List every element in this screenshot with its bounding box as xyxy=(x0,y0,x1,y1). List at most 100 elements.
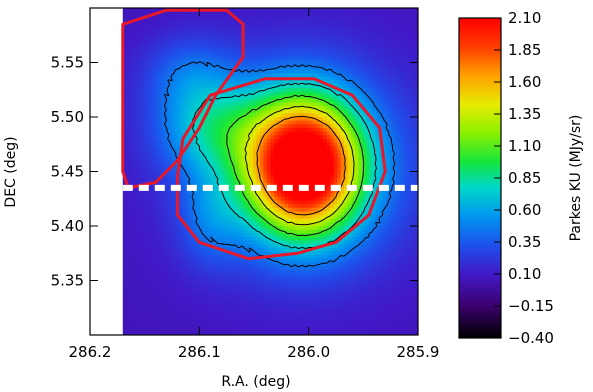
map-cell xyxy=(200,196,205,202)
map-cell xyxy=(337,55,342,60)
map-cell xyxy=(200,149,205,154)
map-cell xyxy=(368,66,373,71)
map-cell xyxy=(172,135,177,140)
map-cell xyxy=(316,127,321,133)
map-cell xyxy=(344,207,349,213)
map-cell xyxy=(410,124,416,129)
map-cell xyxy=(143,127,148,133)
map-cell xyxy=(133,37,138,42)
map-cell xyxy=(252,26,257,31)
map-cell xyxy=(228,189,233,194)
map-cell xyxy=(157,204,163,209)
map-cell xyxy=(203,178,208,183)
map-cell xyxy=(400,109,405,114)
map-cell xyxy=(129,91,134,96)
map-cell xyxy=(203,77,208,82)
map-cell xyxy=(133,171,138,176)
map-cell xyxy=(259,164,264,169)
map-cell xyxy=(182,77,187,82)
map-cell xyxy=(410,106,416,111)
map-cell xyxy=(280,80,286,85)
map-cell xyxy=(214,127,219,133)
map-cell xyxy=(326,73,331,78)
map-cell xyxy=(323,171,328,176)
map-cell xyxy=(305,113,310,118)
map-cell xyxy=(400,120,405,125)
map-cell xyxy=(379,77,384,82)
map-cell xyxy=(400,189,405,194)
map-cell xyxy=(316,102,321,107)
map-cell xyxy=(302,11,307,16)
map-cell xyxy=(351,40,356,45)
map-cell xyxy=(410,135,416,140)
map-cell xyxy=(221,135,226,140)
map-cell xyxy=(319,11,324,16)
map-cell xyxy=(200,66,205,71)
map-cell xyxy=(193,149,198,154)
map-cell xyxy=(337,160,342,165)
map-cell xyxy=(157,44,163,49)
map-cell xyxy=(382,18,387,24)
map-cell xyxy=(203,215,208,220)
map-cell xyxy=(238,11,243,16)
map-cell xyxy=(379,51,384,56)
map-cell xyxy=(214,58,219,64)
map-cell xyxy=(154,80,159,85)
map-cell xyxy=(263,149,268,154)
map-cell xyxy=(136,22,141,27)
map-cell xyxy=(231,222,236,227)
map-cell xyxy=(179,98,184,104)
map-cell xyxy=(347,8,352,13)
map-cell xyxy=(407,22,412,27)
map-cell xyxy=(284,102,289,107)
map-cell xyxy=(210,204,215,209)
map-cell xyxy=(312,8,317,13)
map-cell xyxy=(361,69,366,74)
map-cell xyxy=(365,11,370,16)
map-cell xyxy=(164,91,170,96)
map-cell xyxy=(143,124,148,129)
map-cell xyxy=(129,207,134,213)
map-cell xyxy=(309,127,314,133)
map-cell xyxy=(330,189,335,194)
map-cell xyxy=(259,95,264,100)
map-cell xyxy=(172,109,177,114)
map-cell xyxy=(302,204,307,209)
map-cell xyxy=(347,109,352,114)
map-cell xyxy=(280,102,286,107)
map-cell xyxy=(337,153,342,158)
map-cell xyxy=(330,211,335,216)
map-cell xyxy=(161,211,166,216)
map-cell xyxy=(235,189,240,194)
map-cell xyxy=(354,95,359,100)
map-cell xyxy=(354,193,359,198)
map-cell xyxy=(263,95,268,100)
map-cell xyxy=(186,117,191,122)
map-cell xyxy=(414,200,418,205)
map-cell xyxy=(172,138,177,144)
map-cell xyxy=(403,178,409,183)
map-cell xyxy=(136,80,141,85)
map-cell xyxy=(140,222,145,227)
map-cell xyxy=(351,117,356,122)
map-cell xyxy=(323,55,328,60)
map-cell xyxy=(365,73,370,78)
map-cell xyxy=(347,84,352,89)
map-cell xyxy=(309,33,314,38)
map-cell xyxy=(266,40,271,45)
map-cell xyxy=(295,58,300,64)
map-cell xyxy=(221,47,226,53)
map-cell xyxy=(154,44,159,49)
map-cell xyxy=(414,160,418,165)
map-cell xyxy=(361,102,366,107)
map-cell xyxy=(150,40,156,45)
map-cell xyxy=(228,124,233,129)
map-cell xyxy=(400,200,405,205)
map-cell xyxy=(203,160,208,165)
map-cell xyxy=(382,29,387,35)
map-cell xyxy=(143,33,148,38)
map-cell xyxy=(291,204,296,209)
map-cell xyxy=(340,15,345,20)
map-cell xyxy=(136,142,141,147)
map-cell xyxy=(368,127,373,133)
